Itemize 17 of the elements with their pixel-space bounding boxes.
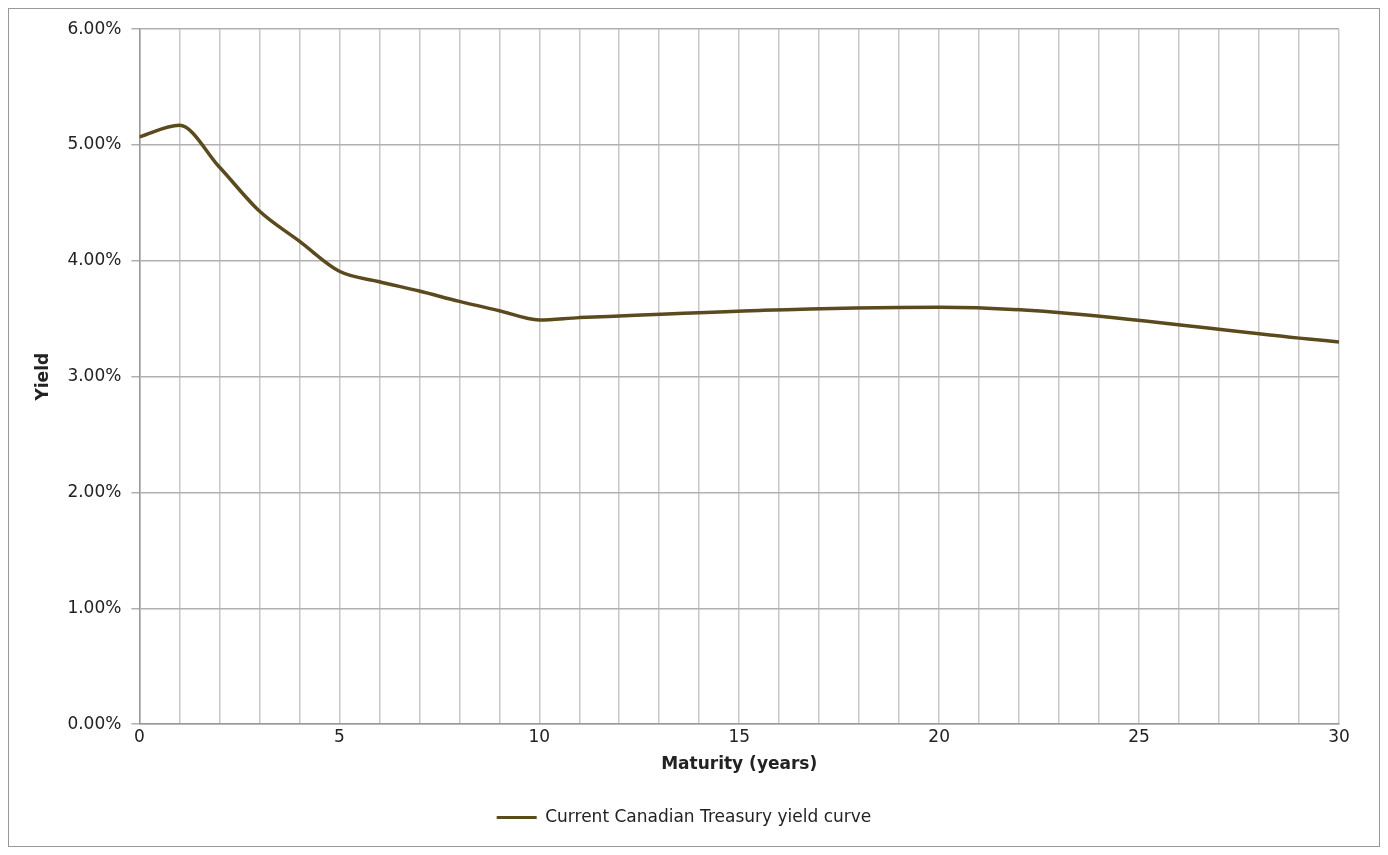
x-tick-label: 25 [1128, 725, 1150, 746]
x-tick-label: 0 [133, 725, 145, 746]
y-tick-label: 2.00% [67, 480, 122, 501]
x-tick-label: 20 [928, 725, 950, 746]
y-axis-title: Yield [31, 352, 52, 402]
y-tick-label: 3.00% [67, 365, 122, 386]
y-tick-label: 1.00% [67, 596, 122, 617]
y-tick-label: 5.00% [67, 133, 122, 154]
y-tick-label: 6.00% [67, 17, 122, 38]
legend-label: Current Canadian Treasury yield curve [545, 805, 872, 826]
x-tick-label: 10 [528, 725, 551, 746]
x-tick-label: 5 [333, 725, 345, 746]
y-tick-label: 0.00% [67, 712, 122, 733]
x-tick-label: 30 [1328, 725, 1350, 746]
x-tick-label: 15 [728, 725, 751, 746]
x-axis-title: Maturity (years) [661, 753, 818, 774]
y-tick-label: 4.00% [67, 249, 122, 270]
